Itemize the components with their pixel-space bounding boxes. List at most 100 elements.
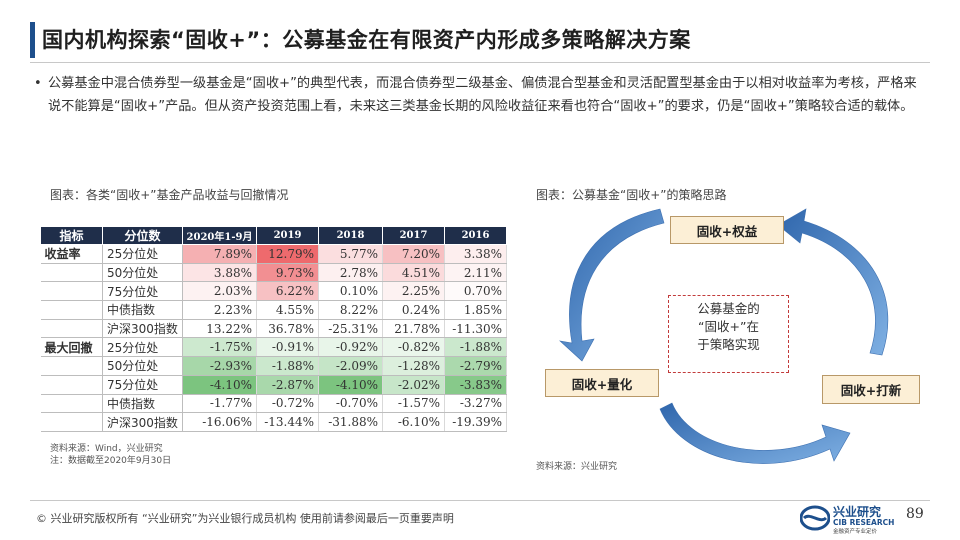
table-cell: -3.27% [444, 394, 507, 414]
cib-research-logo: 兴业研究 CIB RESEARCH 金融资产专业定价 [800, 503, 900, 535]
table-row-label: 25分位处 [102, 244, 183, 264]
table-row-label: 75分位处 [102, 281, 183, 302]
table-cell: -31.88% [318, 412, 383, 432]
table-group-label [40, 281, 103, 302]
table-cell: -0.91% [256, 337, 319, 358]
table-cell: -11.30% [444, 319, 507, 339]
table-row: 75分位处 -4.10% -2.87% -4.10% -2.02% -3.83% [40, 375, 507, 395]
arrow-left-to-right [659, 402, 851, 464]
title-bar: 国内机构探索“固收+”：公募基金在有限资产内形成多策略解决方案 [0, 18, 960, 63]
table-cell: 4.55% [256, 300, 319, 320]
title-divider [30, 62, 930, 63]
table-cell: 9.73% [256, 263, 319, 283]
table-group-label [40, 394, 103, 414]
table-cell: -1.28% [382, 356, 445, 376]
title-accent-bar [30, 22, 35, 58]
left-source-note: 资料来源：Wind，兴业研究 [50, 444, 163, 454]
arrow-top-to-left [559, 208, 665, 362]
right-source-note: 资料来源：兴业研究 [536, 462, 618, 472]
table-cell: 5.77% [318, 244, 383, 264]
left-figure-caption: 图表：各类“固收+”基金产品收益与回撤情况 [50, 188, 289, 202]
bullet-text: 公募基金中混合债券型一级基金是“固收+”的典型代表，而混合债券型二级基金、偏债混… [48, 76, 917, 114]
table-cell: -6.10% [382, 412, 445, 432]
table-cell: 0.24% [382, 300, 445, 320]
table-cell: 0.70% [444, 281, 507, 302]
table-cell: -0.82% [382, 337, 445, 358]
table-row-label: 50分位处 [102, 263, 183, 283]
table-cell: 7.20% [382, 244, 445, 264]
table-cell: 2.78% [318, 263, 383, 283]
table-row: 最大回撤 25分位处 -1.75% -0.91% -0.92% -0.82% -1.88% [40, 337, 507, 358]
table-cell: -1.57% [382, 394, 445, 414]
table-cell: 36.78% [256, 319, 319, 339]
table-cell: 21.78% [382, 319, 445, 339]
table-cell: 12.79% [256, 244, 319, 264]
table-cell: 8.22% [318, 300, 383, 320]
center-line-1: 公募基金的 [697, 301, 760, 316]
table-cell: -16.06% [182, 412, 257, 432]
table-cell: -2.09% [318, 356, 383, 376]
table-group-label: 收益率 [40, 244, 103, 264]
table-header-cell: 2020年1-9月 [182, 226, 257, 245]
table-cell: 2.23% [182, 300, 257, 320]
table-row-label: 沪深300指数 [102, 319, 183, 339]
page-number: 89 [906, 506, 924, 522]
cib-logo-icon [800, 505, 830, 531]
table-cell: -19.39% [444, 412, 507, 432]
table-header-row: 指标 分位数 2020年1-9月 2019 2018 2017 2016 [40, 226, 507, 245]
table-cell: -1.88% [256, 356, 319, 376]
table-cell: 2.25% [382, 281, 445, 302]
strategy-box-equity: 固收+权益 [670, 216, 784, 244]
table-cell: -1.75% [182, 337, 257, 358]
left-date-note: 注：数据截至2020年9月30日 [50, 456, 172, 466]
table-cell: -0.70% [318, 394, 383, 414]
table-cell: -0.92% [318, 337, 383, 358]
table-row: 中债指数 -1.77% -0.72% -0.70% -1.57% -3.27% [40, 394, 507, 414]
table-header-cell: 2017 [382, 226, 445, 245]
table-row-label: 中债指数 [102, 394, 183, 414]
table-row-label: 25分位处 [102, 337, 183, 358]
table-cell: 3.88% [182, 263, 257, 283]
table-cell: 2.11% [444, 263, 507, 283]
bullet-dot-icon: • [34, 76, 42, 91]
table-cell: 3.38% [444, 244, 507, 264]
table-cell: -4.10% [182, 375, 257, 395]
table-row: 50分位处 -2.93% -1.88% -2.09% -1.28% -2.79% [40, 356, 507, 376]
center-line-3: 于策略实现 [697, 337, 760, 352]
table-cell: 6.22% [256, 281, 319, 302]
table-cell: -2.79% [444, 356, 507, 376]
table-row-label: 中债指数 [102, 300, 183, 320]
strategy-cycle-arrows [559, 208, 889, 464]
table-cell: 0.10% [318, 281, 383, 302]
table-cell: 4.51% [382, 263, 445, 283]
table-cell: -2.87% [256, 375, 319, 395]
table-row-label: 75分位处 [102, 375, 183, 395]
table-cell: -1.77% [182, 394, 257, 414]
table-row-label: 沪深300指数 [102, 412, 183, 432]
table-header-cell: 2019 [256, 226, 319, 245]
footer-divider [30, 500, 930, 501]
table-cell: -0.72% [256, 394, 319, 414]
table-header-cell: 指标 [40, 226, 103, 245]
strategy-box-ipo: 固收+打新 [822, 375, 920, 404]
table-header-cell: 分位数 [102, 226, 183, 245]
table-cell: 2.03% [182, 281, 257, 302]
table-cell: 7.89% [182, 244, 257, 264]
table-header-cell: 2018 [318, 226, 383, 245]
center-dashed-box: 公募基金的 “固收+”在 于策略实现 [668, 295, 789, 373]
logo-en-text: CIB RESEARCH [833, 518, 895, 527]
footer-disclaimer: © 兴业研究版权所有 “兴业研究”为兴业银行成员机构 使用前请参阅最后一页重要声… [36, 512, 454, 525]
table-cell: -25.31% [318, 319, 383, 339]
table-row-label: 50分位处 [102, 356, 183, 376]
table-group-label [40, 356, 103, 376]
table-row: 收益率 25分位处 7.89% 12.79% 5.77% 7.20% 3.38% [40, 244, 507, 264]
table-row: 75分位处 2.03% 6.22% 0.10% 2.25% 0.70% [40, 281, 507, 302]
table-cell: -2.02% [382, 375, 445, 395]
strategy-box-quant: 固收+量化 [545, 369, 659, 397]
bullet-paragraph: • 公募基金中混合债券型一级基金是“固收+”的典型代表，而混合债券型二级基金、偏… [34, 72, 928, 118]
table-row: 沪深300指数 -16.06% -13.44% -31.88% -6.10% -19.39… [40, 412, 507, 432]
table-group-label [40, 412, 103, 432]
center-line-2: “固收+”在 [698, 319, 759, 334]
table-cell: -1.88% [444, 337, 507, 358]
table-cell: -4.10% [318, 375, 383, 395]
